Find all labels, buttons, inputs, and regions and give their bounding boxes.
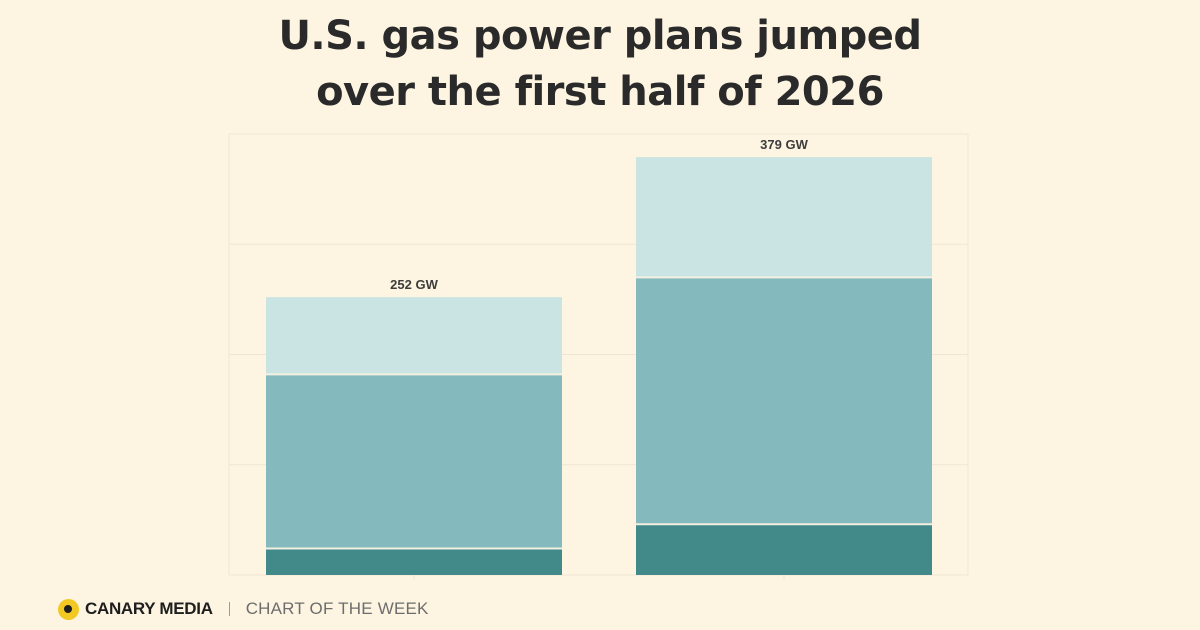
chart-title-line-2: over the first half of 2026 (316, 69, 884, 115)
chart-title: U.S. gas power plans jumped over the fir… (0, 8, 1200, 120)
footer-divider (228, 602, 230, 616)
bar-2-total-label: 379 GW (760, 137, 808, 152)
bar-2-segment-2 (636, 277, 932, 525)
bar-layer (266, 157, 932, 575)
chart-title-line-1: U.S. gas power plans jumped (278, 13, 922, 59)
brand-name: CANARY MEDIA (85, 599, 213, 618)
footer: CANARY MEDIA CHART OF THE WEEK (58, 592, 429, 626)
canary-dot-icon (58, 598, 79, 620)
bar-2-segment-1 (636, 524, 932, 575)
bar-1-segment-1 (266, 548, 562, 575)
bar-1-segment-3 (266, 297, 562, 375)
label-layer: 252 GW 379 GW (390, 137, 808, 292)
bar-1-total-label: 252 GW (390, 277, 438, 292)
bar-2-segment-3 (636, 157, 932, 278)
bar-1-segment-2 (266, 374, 562, 549)
footer-tagline: CHART OF THE WEEK (245, 599, 429, 618)
